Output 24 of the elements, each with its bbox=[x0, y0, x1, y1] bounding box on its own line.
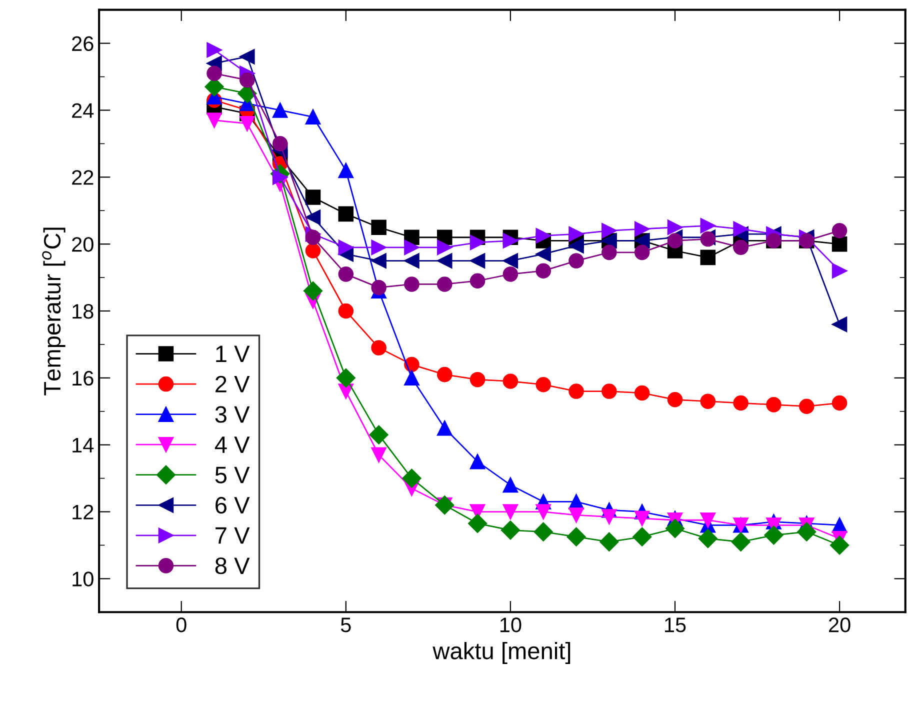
legend-label: 6 V bbox=[216, 496, 250, 514]
y-tick-label: 18 bbox=[72, 304, 94, 319]
legend-label: 8 V bbox=[215, 557, 250, 574]
y-tick-label: 14 bbox=[72, 438, 94, 452]
x-tick-label: 15 bbox=[665, 618, 686, 632]
y-tick-label: 16 bbox=[72, 370, 94, 386]
y-tick-label: 24 bbox=[72, 103, 94, 118]
y-tick-label: 12 bbox=[72, 504, 94, 520]
legend-label: 1 V bbox=[216, 346, 250, 362]
x-tick-label: 5 bbox=[340, 618, 351, 632]
y-tick-label: 22 bbox=[72, 170, 94, 185]
y-tick-label: 26 bbox=[72, 36, 94, 52]
legend-label: 3 V bbox=[215, 406, 250, 423]
x-tick-label: 0 bbox=[176, 618, 186, 632]
x-axis-title: waktu [menit] bbox=[432, 642, 570, 664]
legend-label: 7 V bbox=[216, 527, 250, 544]
x-tick-label: 20 bbox=[829, 618, 850, 632]
y-tick-label: 10 bbox=[72, 572, 94, 586]
y-tick-label: 20 bbox=[72, 237, 94, 252]
legend-label: 5 V bbox=[215, 466, 250, 484]
x-tick-label: 10 bbox=[500, 618, 522, 632]
legend-label: 4 V bbox=[214, 436, 250, 453]
y-axis-title: Temperatur [$^{o}$C] bbox=[42, 228, 66, 396]
legend-label: 2 V bbox=[216, 376, 250, 392]
